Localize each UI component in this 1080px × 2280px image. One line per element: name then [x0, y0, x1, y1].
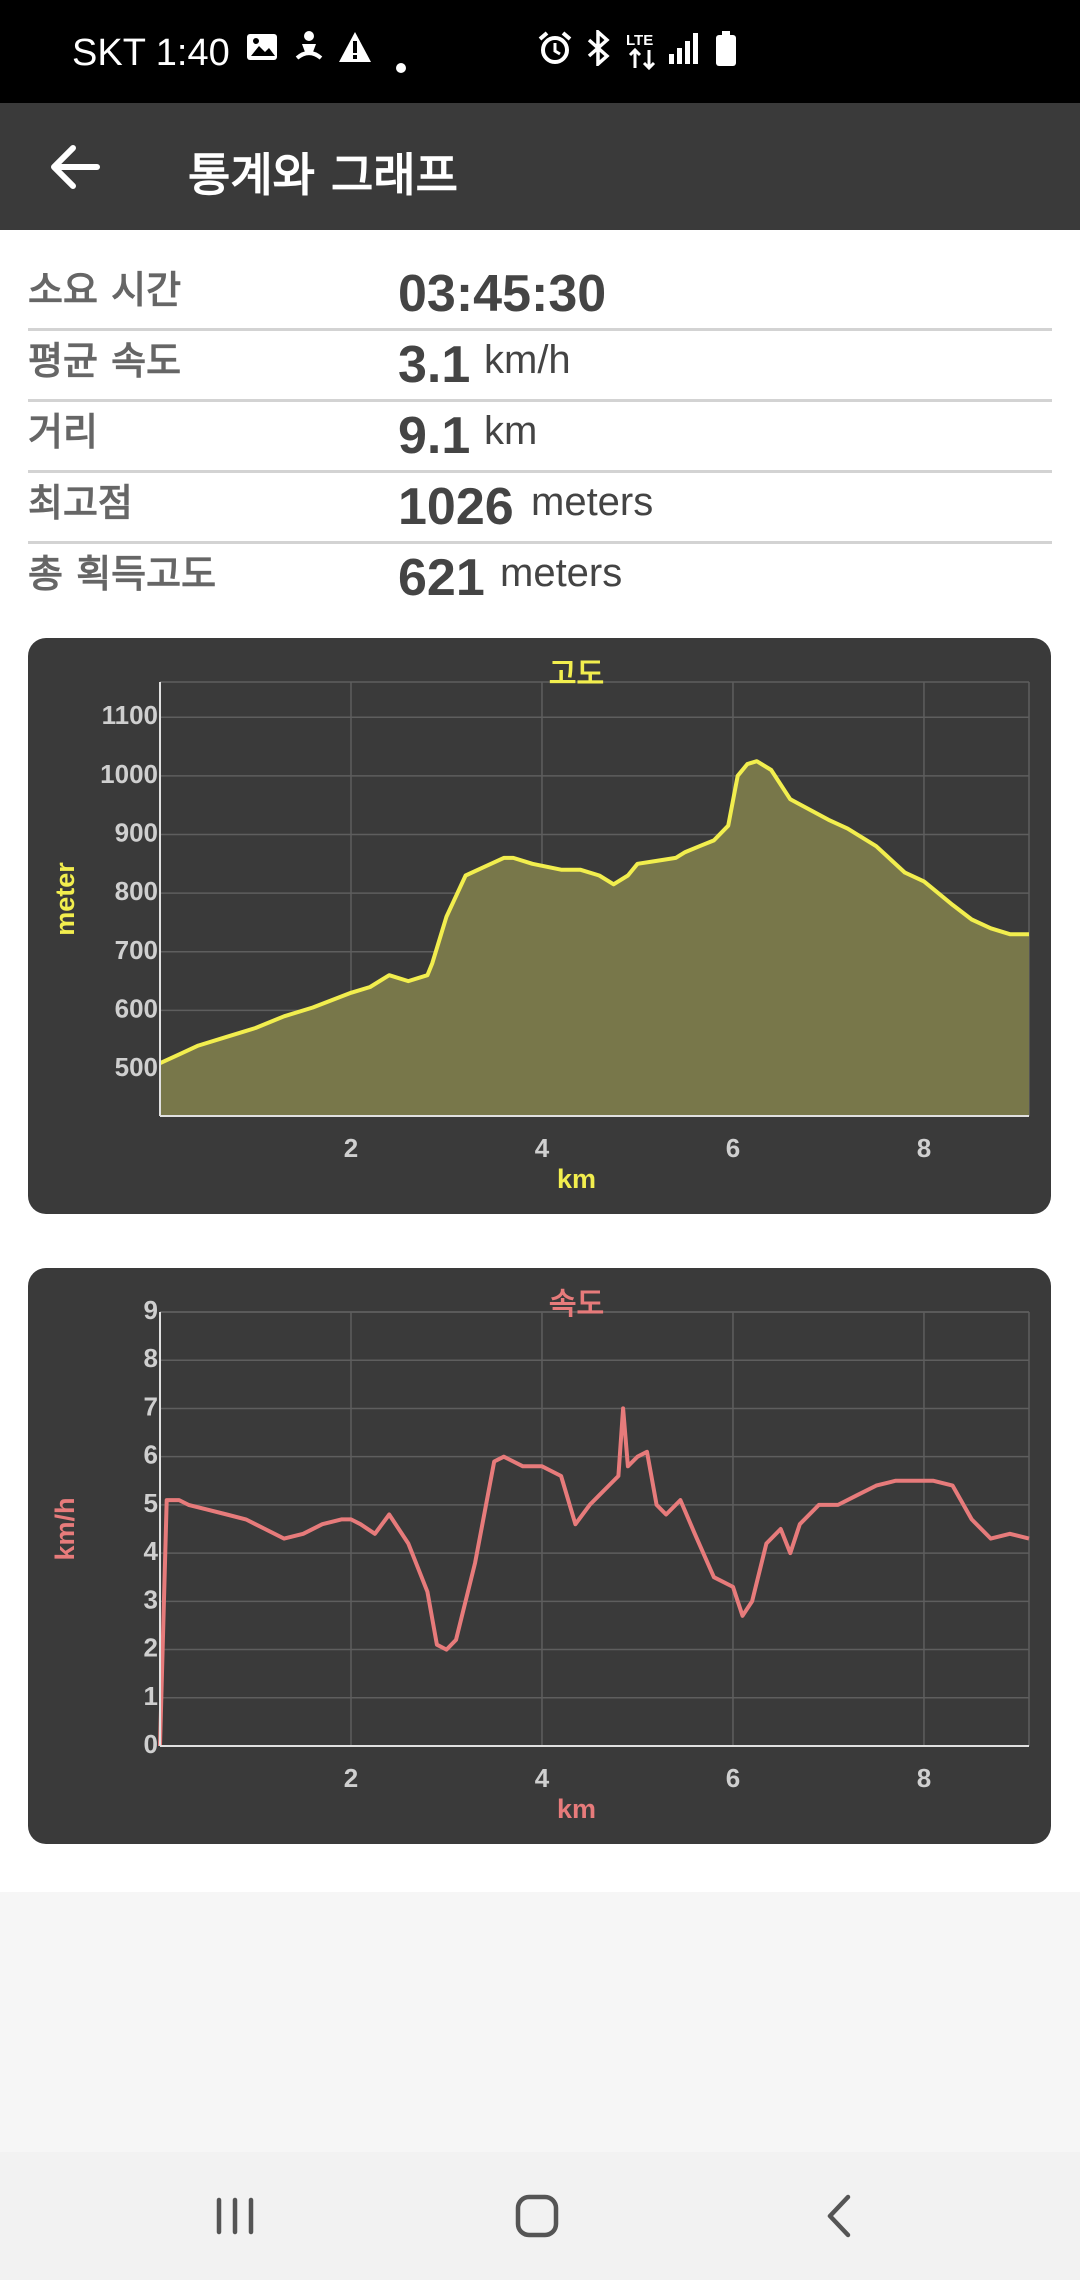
x-tick-label: 4 — [535, 1763, 550, 1793]
y-tick-label: 900 — [115, 817, 158, 847]
battery-icon — [715, 30, 737, 72]
back-button[interactable] — [30, 123, 120, 211]
recent-apps-button[interactable] — [175, 2176, 295, 2256]
stats-content: 소요 시간 03:45:30 평균 속도 3.1 km/h 거리 9.1 km … — [0, 230, 1080, 1892]
x-tick-label: 2 — [344, 1133, 358, 1163]
stat-unit: meters — [500, 551, 623, 595]
stat-row-avg-speed: 평균 속도 3.1 km/h — [28, 331, 1052, 402]
recent-apps-icon — [216, 2197, 254, 2235]
y-axis-label: km/h — [50, 1497, 80, 1560]
dot-icon — [396, 58, 406, 77]
speed-line — [158, 1406, 1030, 1747]
speed-chart-svg: 0 1 2 3 4 5 6 7 8 9 2 4 6 8 속도 km km/h — [50, 1287, 1030, 1824]
x-tick-label: 8 — [917, 1133, 931, 1163]
navigation-bar — [0, 2152, 1080, 2280]
warning-icon — [337, 30, 373, 68]
y-tick-label: 0 — [144, 1729, 158, 1759]
stat-value: 3.1 — [398, 336, 471, 394]
chart-title: 속도 — [549, 1287, 604, 1322]
lte-icon: LTE — [626, 32, 660, 76]
page-title: 통계와 그래프 — [188, 148, 458, 202]
y-tick-label: 600 — [115, 993, 158, 1023]
y-tick-label: 500 — [115, 1052, 158, 1082]
stat-row-duration: 소요 시간 03:45:30 — [28, 260, 1052, 331]
x-axis-label: km — [557, 1164, 596, 1194]
y-tick-label: 8 — [144, 1343, 158, 1373]
stat-label: 소요 시간 — [28, 268, 182, 312]
status-bar: SKT 1:40 LTE — [0, 0, 1080, 103]
x-tick-label: 2 — [344, 1763, 358, 1793]
x-tick-label: 6 — [726, 1763, 740, 1793]
alarm-icon — [537, 30, 573, 70]
x-tick-label: 6 — [726, 1133, 740, 1163]
y-tick-label: 4 — [144, 1536, 159, 1566]
stat-value: 03:45:30 — [398, 265, 607, 323]
y-tick-label: 7 — [144, 1391, 158, 1421]
elevation-line — [159, 759, 1029, 1066]
stat-row-total-ascent: 총 획득고도 621 meters — [28, 544, 1052, 612]
stat-row-distance: 거리 9.1 km — [28, 402, 1052, 473]
elevation-chart-svg: 500 600 700 800 900 1000 1100 2 4 6 8 고도 km meter — [50, 657, 1030, 1194]
chevron-left-icon — [827, 2194, 851, 2238]
chart-title: 고도 — [549, 657, 604, 692]
x-tick-label: 4 — [535, 1133, 550, 1163]
y-axis-label: meter — [50, 862, 80, 936]
image-icon — [245, 30, 279, 68]
x-axis-label: km — [557, 1794, 596, 1824]
status-time: SKT 1:40 — [72, 32, 230, 74]
signal-icon — [668, 30, 700, 70]
y-tick-label: 700 — [115, 935, 158, 965]
y-tick-label: 1100 — [102, 700, 158, 730]
y-tick-label: 2 — [144, 1633, 158, 1663]
stat-unit: meters — [531, 480, 654, 524]
elevation-area-fill — [160, 761, 1029, 1116]
y-tick-label: 5 — [144, 1488, 158, 1518]
stat-value: 9.1 — [398, 407, 471, 465]
stat-row-max-elevation: 최고점 1026 meters — [28, 473, 1052, 544]
stat-label: 평균 속도 — [28, 339, 182, 383]
y-tick-label: 6 — [144, 1440, 158, 1470]
y-tick-label: 1000 — [100, 759, 158, 789]
elevation-chart: 500 600 700 800 900 1000 1100 2 4 6 8 고도 km meter — [28, 638, 1051, 1214]
stat-label: 거리 — [28, 410, 98, 454]
person-icon — [292, 30, 326, 68]
y-tick-label: 9 — [144, 1295, 158, 1325]
speed-chart: 0 1 2 3 4 5 6 7 8 9 2 4 6 8 속도 km km/h — [28, 1268, 1051, 1844]
y-tick-label: 1 — [144, 1681, 158, 1711]
home-button[interactable] — [477, 2176, 597, 2256]
home-icon — [515, 2194, 559, 2238]
stat-value: 1026 — [398, 478, 514, 536]
lte-label: LTE — [626, 32, 653, 49]
stat-label: 총 획득고도 — [28, 552, 217, 596]
stat-unit: km/h — [484, 338, 571, 382]
y-tick-label: 3 — [144, 1584, 158, 1614]
y-tick-label: 800 — [115, 876, 158, 906]
back-nav-button[interactable] — [779, 2176, 899, 2256]
stat-value: 621 — [398, 549, 485, 607]
x-tick-label: 8 — [917, 1763, 931, 1793]
app-bar: 통계와 그래프 — [0, 103, 1080, 230]
stat-unit: km — [484, 409, 538, 453]
stat-label: 최고점 — [28, 481, 133, 525]
arrow-left-icon — [51, 145, 100, 189]
bluetooth-icon — [584, 28, 612, 70]
